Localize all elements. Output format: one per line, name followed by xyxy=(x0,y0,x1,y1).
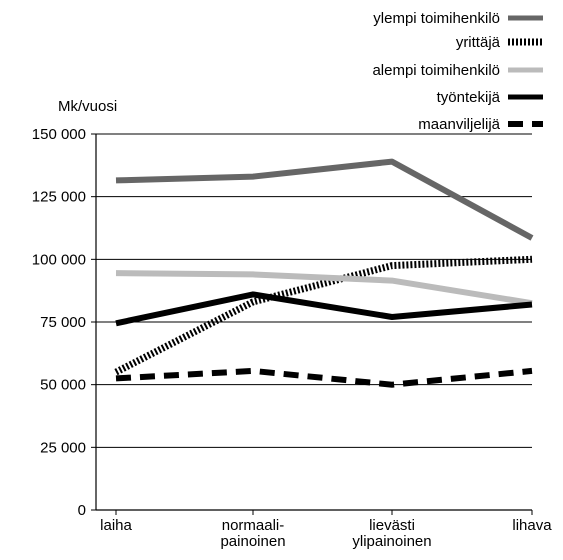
y-tick-label: 100 000 xyxy=(32,251,86,268)
y-tick-label: 150 000 xyxy=(32,126,86,143)
x-tick-label: lihava xyxy=(512,517,552,534)
x-tick-label: normaali-painoinen xyxy=(220,517,285,550)
series-line xyxy=(115,158,534,241)
series-line xyxy=(115,367,533,388)
x-tick-label-line: lievästi xyxy=(369,517,415,534)
legend-label: työntekijä xyxy=(437,89,501,106)
legend-label: maanviljelijä xyxy=(418,116,500,133)
y-tick-label: 75 000 xyxy=(40,314,86,331)
x-tick-label: laiha xyxy=(100,517,132,534)
y-tick-label: 0 xyxy=(78,502,86,519)
x-tick-label-line: normaali- xyxy=(222,517,285,534)
x-axis-ticks: laiha normaali-painoinen lievästi ylipainoi… xyxy=(100,510,552,550)
x-tick-label-line: painoinen xyxy=(220,533,285,550)
legend-label: alempi toimihenkilö xyxy=(372,62,500,79)
legend-label: yrittäjä xyxy=(456,34,501,51)
axes xyxy=(95,134,532,511)
y-axis-ticks: 0 25 000 50 000 75 000 100 000 125 000 150 000 xyxy=(32,126,96,519)
y-axis-unit-label: Mk/vuosi xyxy=(58,98,117,115)
x-tick-label-line: lihava xyxy=(512,517,552,534)
y-tick-label: 125 000 xyxy=(32,189,86,206)
y-tick-label: 25 000 xyxy=(40,439,86,456)
legend: ylempi toimihenkilö yrittäjä alempi toimih… xyxy=(372,10,543,133)
series-line xyxy=(115,270,533,307)
series-lines xyxy=(114,158,534,388)
x-tick-label: lievästi ylipainoinen xyxy=(352,517,431,550)
y-tick-label: 50 000 xyxy=(40,377,86,394)
series-line xyxy=(114,255,533,376)
legend-label: ylempi toimihenkilö xyxy=(373,10,500,27)
series-line xyxy=(115,291,533,327)
x-tick-label-line: ylipainoinen xyxy=(352,533,431,550)
x-tick-label-line: laiha xyxy=(100,517,132,534)
